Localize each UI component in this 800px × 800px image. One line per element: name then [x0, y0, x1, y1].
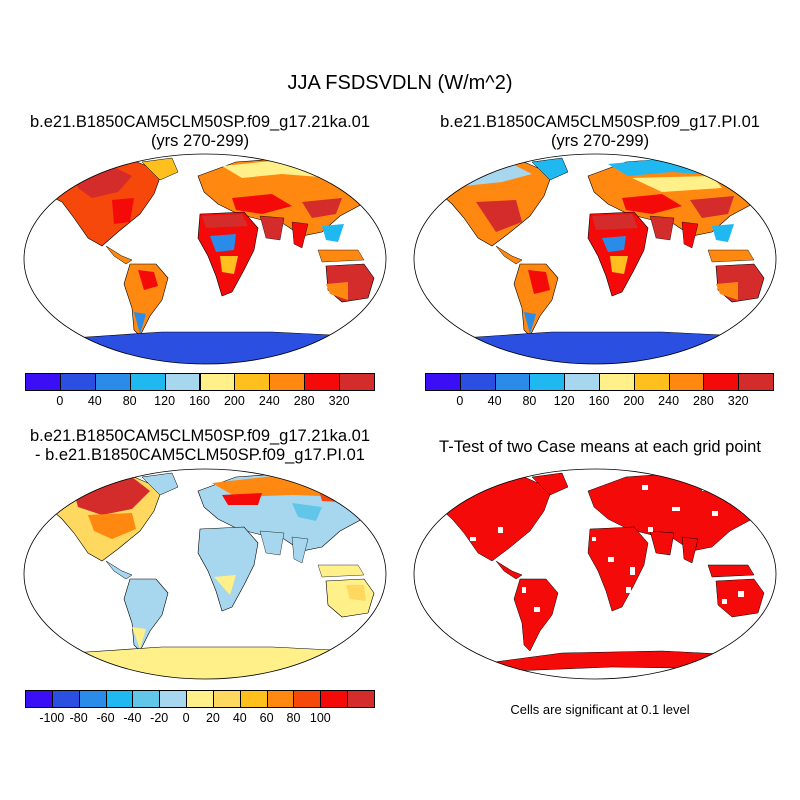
- colorbar-tick-label: 40: [87, 394, 102, 408]
- colorbar-tick-label: 120: [553, 394, 575, 408]
- colorbar-swatch: [78, 690, 107, 708]
- colorbar-swatch: [599, 373, 635, 391]
- panel1-title: b.e21.B1850CAM5CLM50SP.f09_g17.21ka.01: [29, 113, 371, 131]
- colorbar-tick-label: 160: [588, 394, 610, 408]
- colorbar-swatch: [738, 373, 774, 391]
- colorbar-tick-label: -40: [123, 711, 142, 725]
- colorbar-swatch: [132, 690, 161, 708]
- colorbar-tick-label: 40: [232, 711, 247, 725]
- colorbar-tick-label: 0: [456, 394, 464, 408]
- colorbar-swatch: [668, 373, 705, 391]
- colorbar-swatch: [212, 690, 241, 708]
- colorbar-tick-label: 200: [623, 394, 645, 408]
- map-panel-21ka: [23, 153, 387, 365]
- colorbar-swatch: [293, 690, 322, 708]
- colorbar-tick-label: -100: [39, 711, 65, 725]
- colorbar-swatch: [234, 373, 271, 391]
- colorbar-tick-label: -80: [69, 711, 88, 725]
- south-america: [123, 263, 169, 337]
- colorbar-tick-label: 100: [309, 711, 331, 725]
- colorbar-tick-label: 160: [189, 394, 210, 408]
- colorbar-tick-label: 80: [522, 394, 537, 408]
- colorbar-tick-label: 240: [658, 394, 680, 408]
- colorbar-tick-label: 120: [154, 394, 176, 408]
- colorbar-swatch: [51, 690, 80, 708]
- africa: [587, 211, 649, 297]
- panel1-years: (yrs 270-299): [150, 132, 250, 150]
- colorbar-swatch: [129, 373, 166, 391]
- colorbar-tick-label: 0: [56, 394, 64, 408]
- colorbar-tick-label: 320: [328, 394, 350, 408]
- antarctica: [24, 646, 386, 679]
- colorbar-swatch: [494, 373, 531, 391]
- colorbar-swatch: [339, 373, 375, 391]
- panel3-title: b.e21.B1850CAM5CLM50SP.f09_g17.21ka.01: [29, 427, 371, 445]
- colorbar-swatch: [347, 690, 375, 708]
- colorbar-swatch: [304, 373, 341, 391]
- colorbar-tick-label: 200: [223, 394, 245, 408]
- colorbar-tick-label: 320: [727, 394, 749, 408]
- significance-note: Cells are significant at 0.1 level: [510, 702, 690, 717]
- colorbar-swatch: [159, 690, 188, 708]
- africa: [197, 526, 259, 612]
- antarctica: [24, 331, 386, 364]
- colorbar-swatch: [633, 373, 670, 391]
- australia: [715, 578, 765, 618]
- colorbar-tick-label: 40: [487, 394, 502, 408]
- figure-title: JJA FSDSVDLN (W/m^2): [287, 72, 513, 94]
- colorbar-tick-label: 240: [258, 394, 280, 408]
- colorbar-swatch: [94, 373, 131, 391]
- panel3-subtitle: - b.e21.B1850CAM5CLM50SP.f09_g17.PI.01: [35, 446, 365, 464]
- colorbar-swatch: [59, 373, 96, 391]
- colorbar-tick-label: 60: [259, 711, 274, 725]
- colorbar-swatch: [703, 373, 740, 391]
- colorbar-swatch: [425, 373, 461, 391]
- colorbar-swatch: [25, 373, 61, 391]
- map-panel-ttest: [413, 468, 777, 680]
- colorbar-swatch: [25, 690, 53, 708]
- colorbar-tick-label: 0: [182, 711, 190, 725]
- colorbar-swatch: [105, 690, 134, 708]
- colorbar-swatch: [320, 690, 349, 708]
- colorbar-tick-label: 280: [293, 394, 315, 408]
- africa: [197, 211, 259, 297]
- colorbar-tick-label: 20: [205, 711, 220, 725]
- colorbar-panel2: 0 40 80 120 160 200 240 280 320: [425, 373, 774, 413]
- colorbar-swatch: [186, 690, 214, 708]
- colorbar-difference: -100 -80 -60 -40 -20 0 20 40 60 80 100: [25, 690, 375, 730]
- colorbar-tick-label: 280: [692, 394, 714, 408]
- colorbar-swatch: [164, 373, 201, 391]
- colorbar-tick-label: -20: [150, 711, 169, 725]
- colorbar-tick-label: -60: [96, 711, 115, 725]
- south-america: [513, 578, 559, 652]
- africa: [587, 526, 649, 612]
- colorbar-swatch: [529, 373, 566, 391]
- colorbar-tick-label: 80: [122, 394, 137, 408]
- colorbar-swatch: [239, 690, 268, 708]
- colorbar-swatch: [269, 373, 306, 391]
- panel4-title: T-Test of two Case means at each grid po…: [439, 438, 761, 456]
- panel2-title: b.e21.B1850CAM5CLM50SP.f09_g17.PI.01: [440, 113, 760, 131]
- colorbar-tick-label: 80: [286, 711, 301, 725]
- antarctica: [414, 331, 776, 364]
- colorbar-swatch: [266, 690, 295, 708]
- colorbar-panel1: 0 40 80 120 160 200 240 280 320: [25, 373, 375, 413]
- colorbar-swatch: [564, 373, 600, 391]
- colorbar-swatch: [199, 373, 236, 391]
- colorbar-swatch: [459, 373, 496, 391]
- panel2-years: (yrs 270-299): [550, 132, 650, 150]
- map-panel-difference: [23, 468, 387, 680]
- map-panel-pi: [413, 153, 777, 365]
